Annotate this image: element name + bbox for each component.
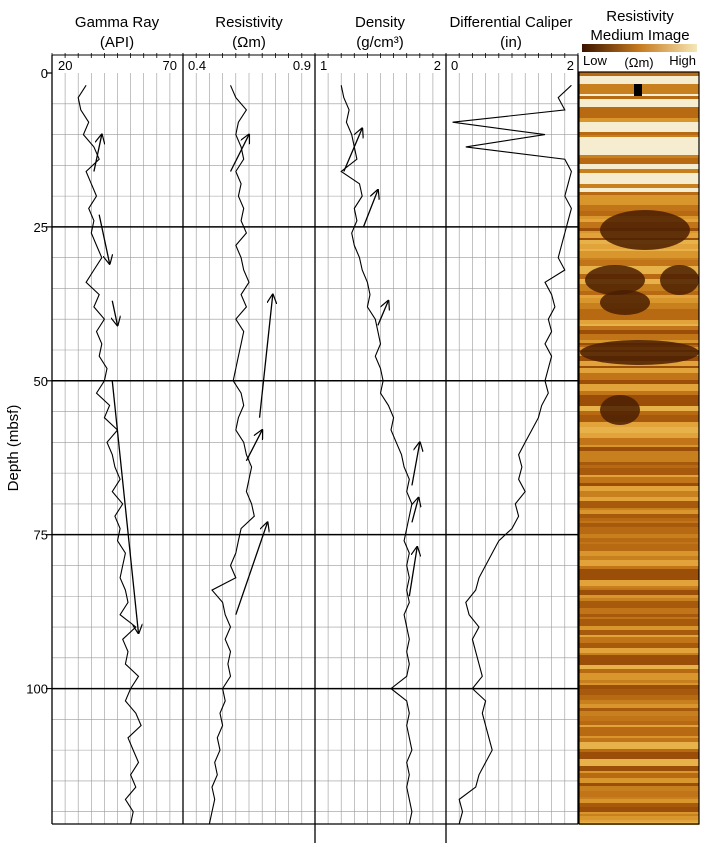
gamma-trend-arrow-2: [112, 300, 117, 326]
resistivity-trend-arrow-2: [245, 430, 262, 462]
density-trend-arrow-2: [377, 301, 388, 326]
density-curve: [340, 85, 413, 825]
resistivity-trend-arrow-1: [258, 295, 273, 418]
resistivity-trend-arrow-0: [229, 135, 249, 172]
gamma-ray-min-tick: 20: [58, 58, 72, 73]
density-max-tick: 2: [434, 58, 441, 73]
caliper-title: Differential Caliper: [449, 14, 572, 31]
resistivity-image-track: Resistivity Medium Image Low (Ωm) High: [578, 8, 700, 825]
gamma-ray-max-tick: 70: [163, 58, 177, 73]
caliper-curve: [452, 84, 572, 825]
depth-tick-100: 100: [26, 682, 48, 697]
resistivity-trend-arrow-3: [235, 522, 268, 615]
depth-tick-labels: 0 25 50 75 100: [26, 66, 48, 697]
resistivity-title: Resistivity: [215, 14, 283, 31]
caliper-track: Differential Caliper (in) 0 2: [445, 14, 579, 825]
resistivity-image: [579, 72, 699, 825]
depth-tick-50: 50: [34, 374, 48, 389]
gamma-ray-grid: [51, 53, 184, 824]
density-trend-arrow-3: [411, 442, 420, 486]
density-trend-arrow-0: [343, 128, 362, 172]
gamma-ray-trend-arrows: [93, 135, 139, 634]
density-trend-arrows: [343, 128, 420, 597]
gamma-trend-arrow-3: [111, 380, 138, 633]
image-scale-high: High: [669, 53, 696, 68]
gamma-ray-unit: (API): [100, 34, 134, 51]
resistivity-min-tick: 0.4: [188, 58, 206, 73]
density-grid: [314, 53, 447, 824]
resistivity-trend-arrows: [229, 135, 273, 615]
density-trend-arrow-5: [408, 547, 417, 597]
resistivity-curve: [208, 85, 255, 825]
gamma-trend-arrow-0: [93, 135, 102, 172]
caliper-unit: (in): [500, 34, 522, 51]
density-track: Density (g/cm³) 1 2: [314, 14, 447, 825]
gamma-ray-title: Gamma Ray: [75, 14, 160, 31]
chart-frame: [46, 55, 579, 843]
image-title-line1: Resistivity: [606, 8, 674, 25]
density-unit: (g/cm³): [356, 34, 404, 51]
resistivity-max-tick: 0.9: [293, 58, 311, 73]
depth-tick-25: 25: [34, 220, 48, 235]
caliper-grid: [445, 53, 579, 824]
density-trend-arrow-1: [362, 190, 377, 228]
density-title: Density: [355, 14, 406, 31]
gamma-ray-track: Gamma Ray (API) 20 70: [51, 14, 184, 825]
image-scale-unit: (Ωm): [624, 55, 653, 70]
resistivity-unit: (Ωm): [232, 34, 266, 51]
depth-axis-label: Depth (mbsf): [5, 405, 22, 492]
image-color-scale: [582, 44, 697, 52]
caliper-min-tick: 0: [451, 58, 458, 73]
depth-tick-0: 0: [41, 66, 48, 81]
image-title-line2: Medium Image: [590, 27, 689, 44]
gamma-ray-curve: [77, 85, 142, 825]
depth-tick-75: 75: [34, 528, 48, 543]
resistivity-grid: [182, 53, 316, 824]
caliper-max-tick: 2: [567, 58, 574, 73]
density-trend-arrow-4: [411, 498, 419, 523]
density-min-tick: 1: [320, 58, 327, 73]
image-scale-low: Low: [583, 53, 607, 68]
gamma-trend-arrow-1: [98, 214, 109, 264]
image-frame: [578, 71, 700, 825]
resistivity-track: Resistivity (Ωm) 0.4 0.9: [182, 14, 316, 825]
